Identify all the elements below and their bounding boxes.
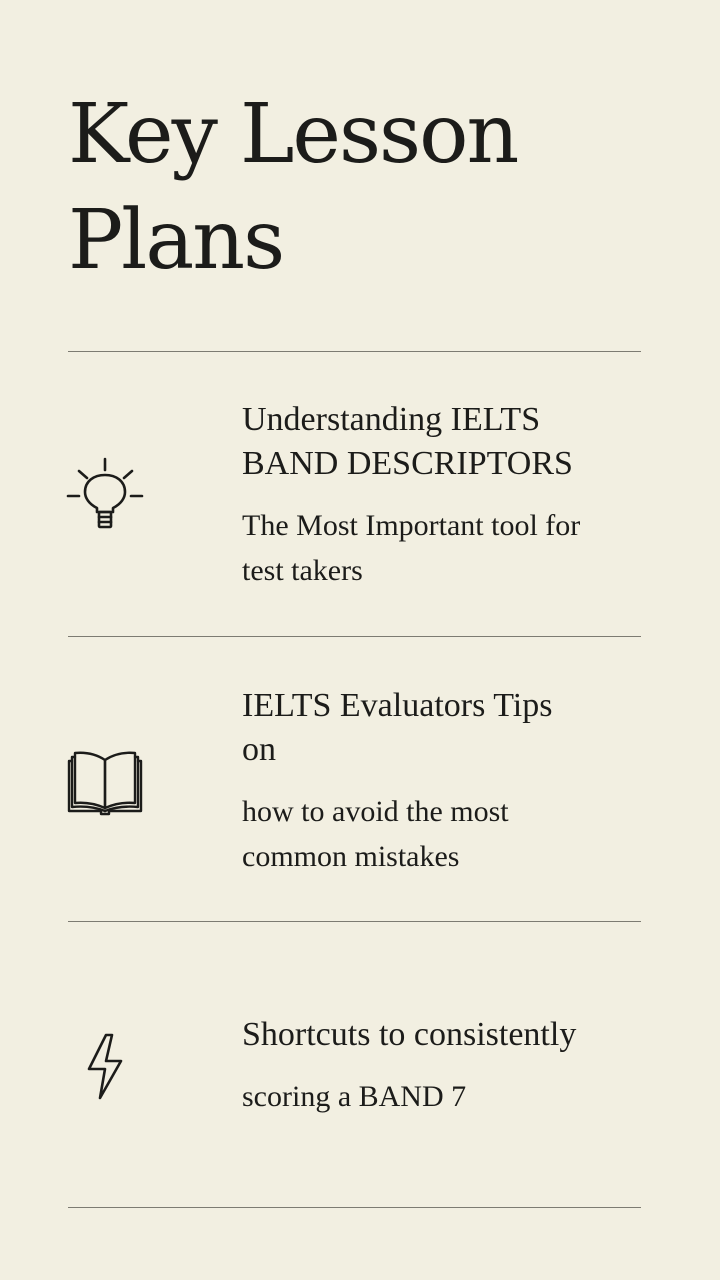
item-description-line-2: test takers bbox=[242, 554, 363, 587]
divider-1 bbox=[68, 636, 641, 637]
lightbulb-icon bbox=[66, 457, 144, 529]
item-heading-shortcuts: Shortcuts to consistently bbox=[242, 1013, 662, 1057]
lightning-bolt-icon bbox=[87, 1033, 123, 1100]
item-description-shortcuts: scoring a BAND 7 bbox=[242, 1074, 662, 1119]
divider-bottom bbox=[68, 1207, 641, 1208]
item-description-line-1: The Most Important tool for bbox=[242, 509, 581, 542]
item-heading-line-2: on bbox=[242, 731, 276, 768]
item-description-line-2: common mistakes bbox=[242, 840, 460, 873]
item-description-band-descriptors: The Most Important tool for test takers bbox=[242, 503, 662, 593]
item-heading-band-descriptors: Understanding IELTS BAND DESCRIPTORS bbox=[242, 398, 662, 486]
open-book-icon bbox=[67, 751, 143, 816]
item-heading-evaluators-tips: IELTS Evaluators Tips on bbox=[242, 684, 662, 772]
item-heading-line-1: IELTS Evaluators Tips bbox=[242, 687, 553, 724]
item-heading-line-1: Shortcuts to consistently bbox=[242, 1016, 577, 1053]
item-heading-line-2: BAND DESCRIPTORS bbox=[242, 445, 573, 482]
item-description-line-1: scoring a BAND 7 bbox=[242, 1080, 467, 1113]
item-description-evaluators-tips: how to avoid the most common mistakes bbox=[242, 789, 662, 879]
item-heading-line-1: Understanding IELTS bbox=[242, 401, 541, 438]
divider-2 bbox=[68, 921, 641, 922]
page-title-line-2: Plans bbox=[68, 193, 285, 288]
item-description-line-1: how to avoid the most bbox=[242, 795, 509, 828]
page-title-line-1: Key Lesson bbox=[68, 87, 519, 182]
divider-top bbox=[68, 351, 641, 352]
page-title: Key Lesson Plans bbox=[68, 82, 668, 294]
